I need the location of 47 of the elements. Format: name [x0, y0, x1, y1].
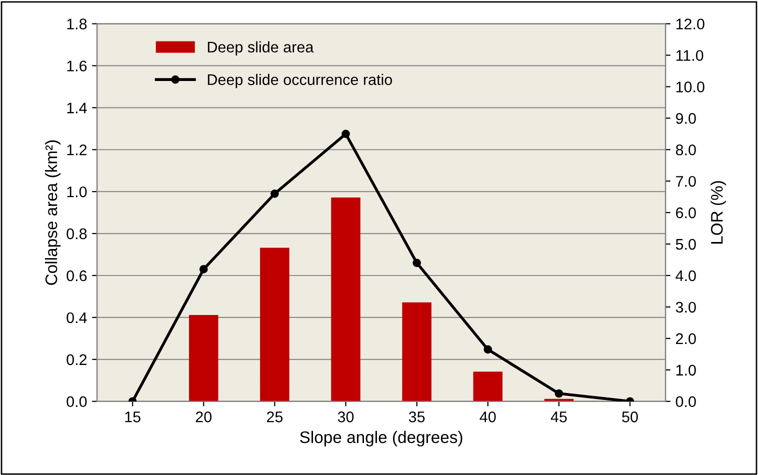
- bar: [473, 372, 502, 402]
- point: [554, 389, 564, 398]
- y2-tick-label: 11.0: [676, 50, 704, 61]
- bar: [260, 248, 290, 402]
- y-tick-label: 1.0: [67, 186, 87, 198]
- point: [199, 265, 208, 274]
- y-tick-label: 0.0: [66, 396, 87, 408]
- y2-tick-label: 0.0: [676, 396, 696, 408]
- x-tick-label: 20: [196, 412, 212, 422]
- y2-tick-label: 5.0: [676, 238, 696, 250]
- x-tick-label: 45: [550, 412, 567, 422]
- bar: [331, 197, 360, 402]
- y2-tick-label: 1.0: [676, 364, 696, 376]
- y2-tick-label: 3.0: [676, 302, 696, 313]
- y2-tick-label: 4.0: [676, 270, 696, 282]
- y-tick-label: 1.2: [67, 144, 87, 156]
- y2-tick-label: 6.0: [676, 207, 696, 218]
- y-tick-label: 1.8: [67, 18, 87, 30]
- y2-tick-label: 8.0: [676, 144, 696, 156]
- y-tick-label: 0.8: [66, 228, 87, 240]
- y2-tick-label: 9.0: [676, 113, 696, 124]
- x-tick-label: 40: [480, 412, 496, 422]
- point: [484, 345, 492, 354]
- point: [270, 190, 279, 198]
- legend-label: Deep slide occurrence ratio: [208, 74, 392, 88]
- x-tick-label: 15: [125, 412, 140, 422]
- x-tick-label: 30: [338, 412, 354, 422]
- bar: [188, 314, 218, 402]
- point: [412, 258, 421, 268]
- y-tick-label: 0.2: [66, 354, 87, 366]
- y-tick-label: 1.6: [67, 60, 87, 72]
- point: [342, 130, 350, 138]
- x-tick-label: 50: [622, 412, 638, 422]
- y-tick-label: 0.4: [66, 312, 87, 324]
- y2-tick-label: 7.0: [676, 176, 696, 187]
- bar: [402, 302, 432, 402]
- x-tick-label: 35: [408, 412, 425, 422]
- y2-tick-label: 12.0: [676, 18, 704, 30]
- y-tick-label: 0.6: [66, 270, 87, 282]
- y2-tick-label: 10.0: [676, 82, 704, 92]
- y-tick-label: 1.4: [67, 102, 87, 114]
- y2-tick-label: 2.0: [676, 333, 696, 344]
- y2-axis-title: LOR (%): [710, 181, 726, 244]
- x-axis-title: Slope angle (degrees): [300, 430, 462, 446]
- y-axis-title: Collapse area (km²): [44, 140, 61, 285]
- x-tick-label: 25: [266, 412, 283, 422]
- legend-label: Deep slide area: [208, 41, 314, 56]
